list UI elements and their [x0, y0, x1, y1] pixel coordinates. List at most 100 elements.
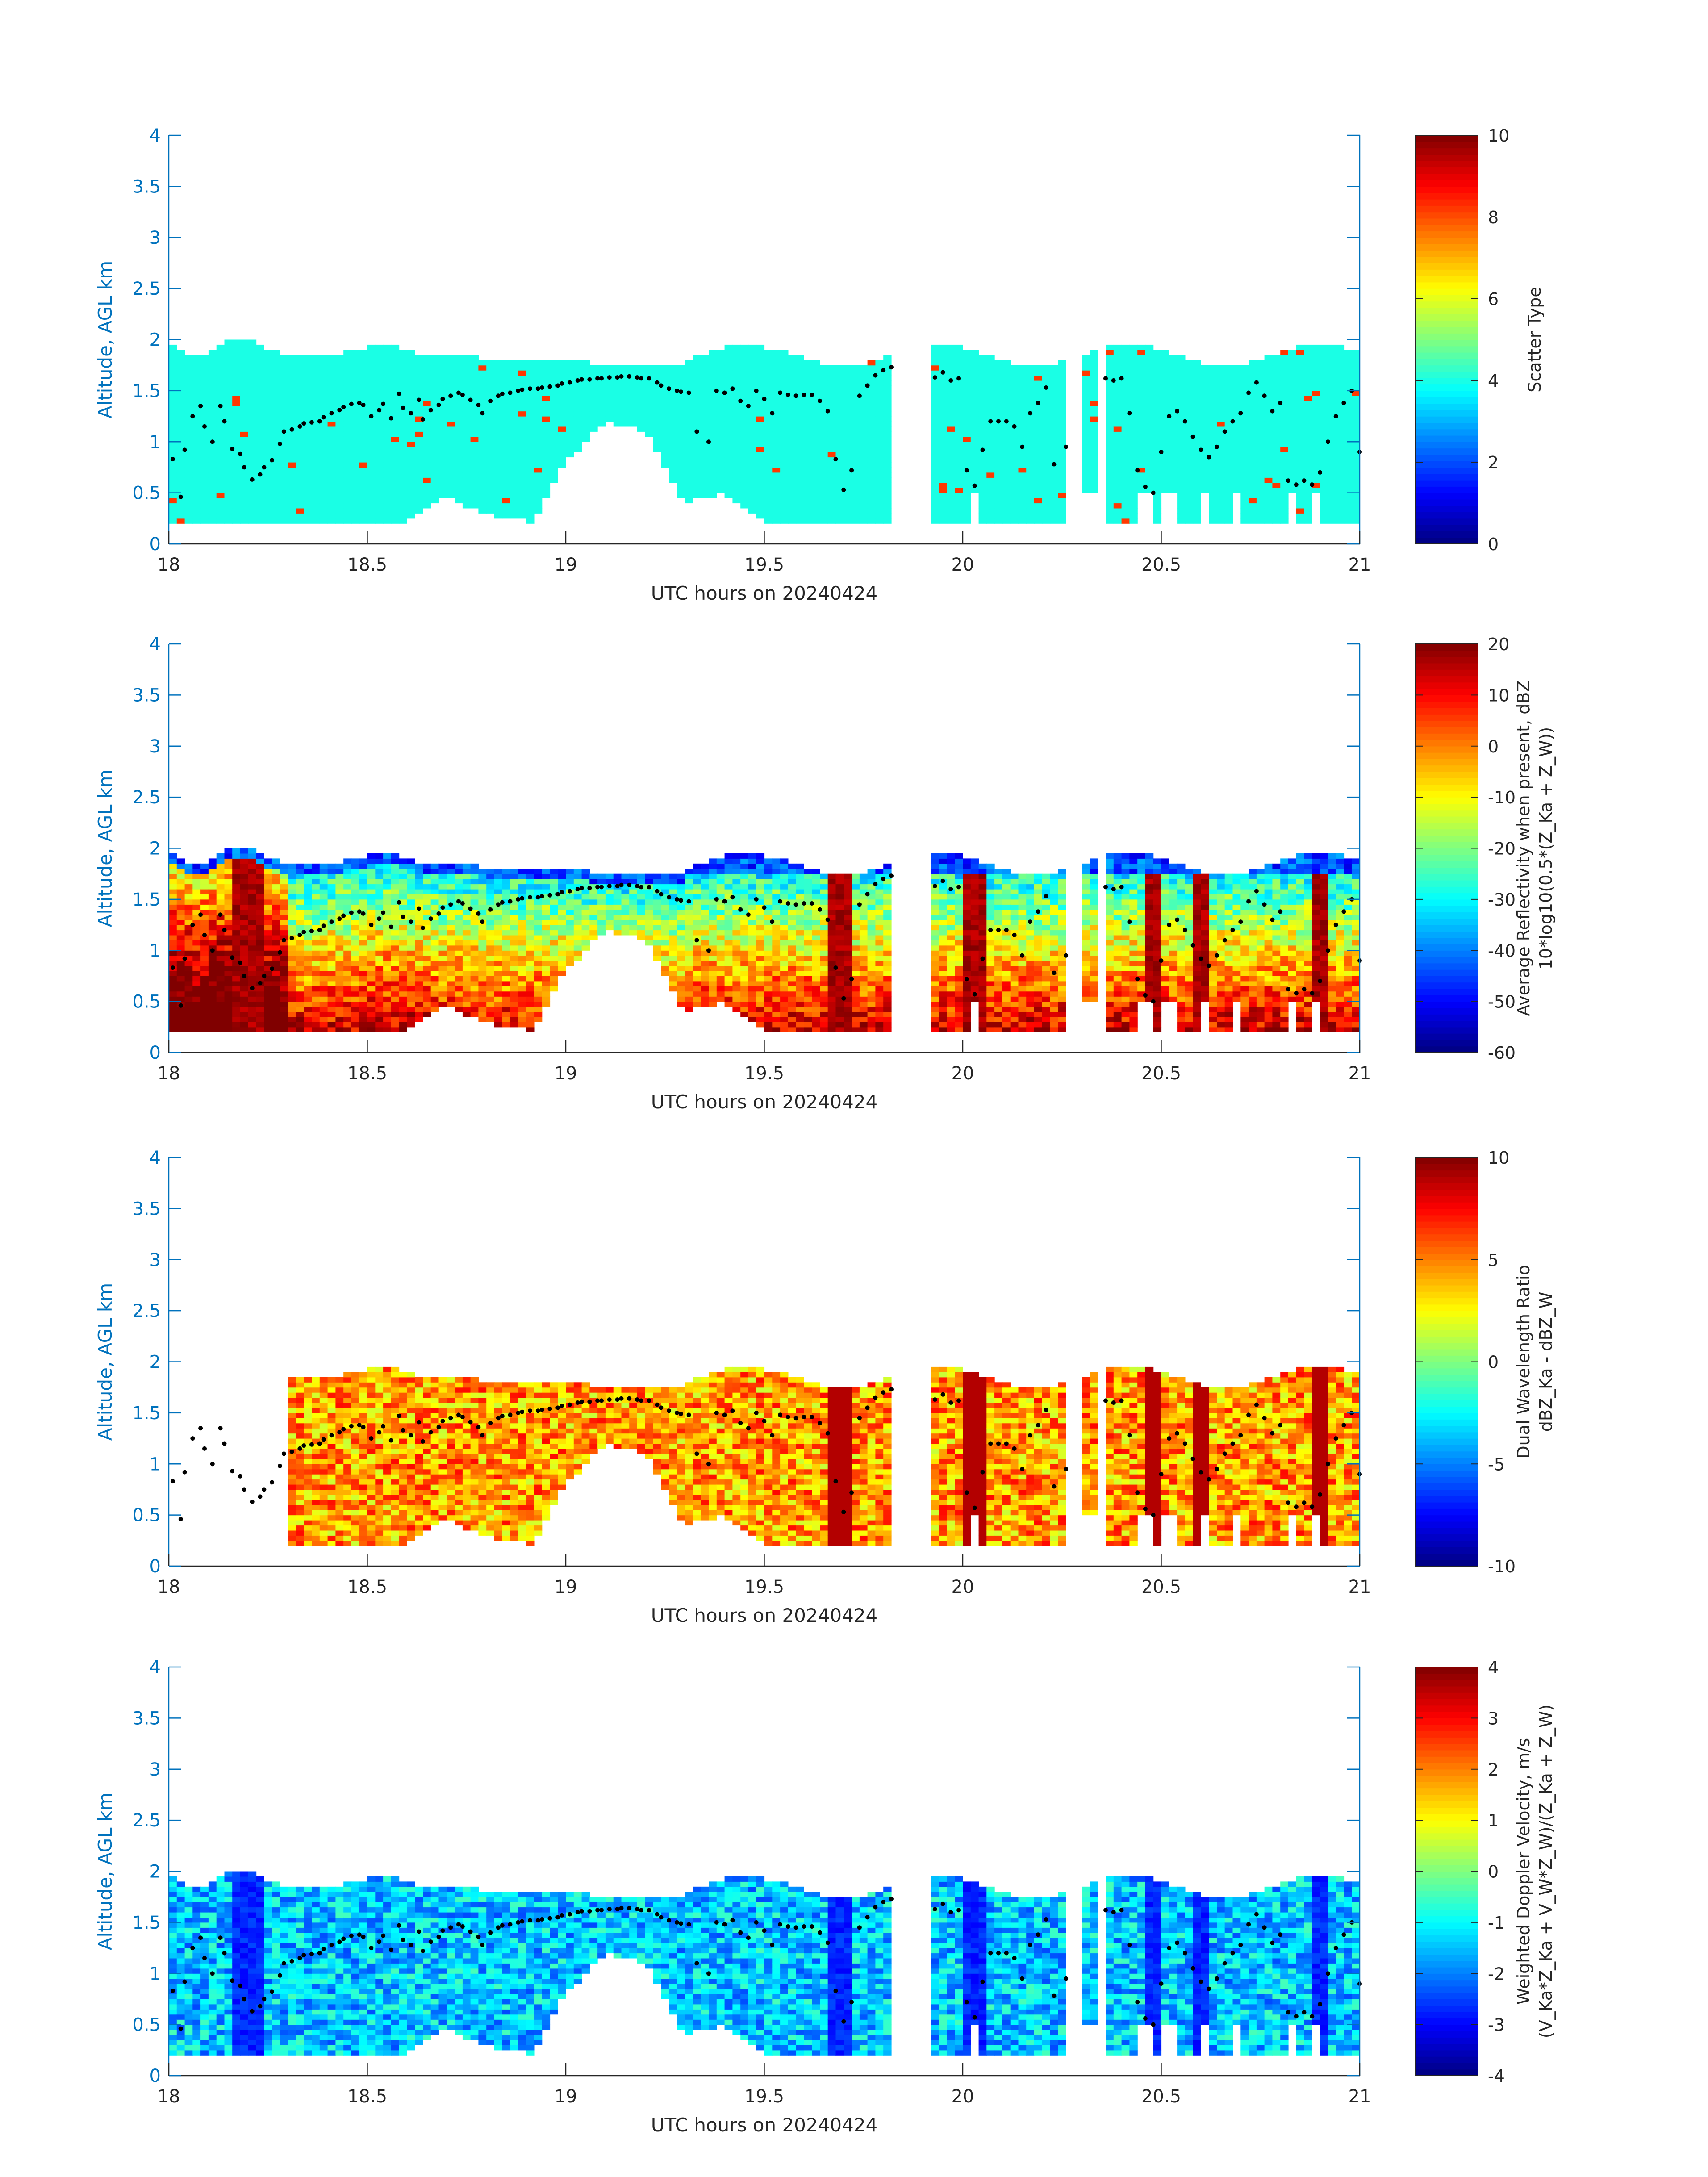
- heatmap-cell: [192, 396, 200, 401]
- heatmap-cell: [1312, 355, 1320, 360]
- heatmap-cell: [701, 385, 709, 391]
- heatmap-cell: [558, 431, 566, 437]
- heatmap-cell: [1058, 385, 1066, 391]
- heatmap-cell: [1352, 493, 1360, 498]
- heatmap-cell: [955, 477, 963, 483]
- heatmap-cell: [780, 452, 788, 457]
- heatmap-cell: [725, 350, 733, 355]
- heatmap-cell: [693, 422, 701, 427]
- heatmap-cell: [391, 508, 399, 514]
- heatmap-cell: [169, 391, 177, 396]
- heatmap-cell: [192, 976, 200, 981]
- heatmap-cell: [192, 1002, 200, 1007]
- heatmap-cell: [756, 406, 764, 411]
- heatmap-cell: [192, 1022, 200, 1027]
- heatmap-cell: [788, 426, 796, 432]
- heatmap-cell: [955, 488, 963, 493]
- heatmap-cell: [534, 416, 542, 422]
- heatmap-cell: [788, 498, 796, 503]
- heatmap-cell: [232, 488, 240, 493]
- heatmap-cell: [1233, 488, 1241, 493]
- heatmap-cell: [272, 350, 280, 355]
- heatmap-cell: [756, 493, 764, 498]
- heatmap-cell: [709, 350, 717, 355]
- heatmap-cell: [542, 462, 550, 468]
- heatmap-cell: [955, 370, 963, 376]
- heatmap-cell: [225, 472, 233, 478]
- heatmap-cell: [375, 355, 383, 360]
- heatmap-cell: [1217, 437, 1225, 442]
- heatmap-cell: [192, 355, 200, 360]
- heatmap-cell: [502, 431, 510, 437]
- heatmap-cell: [542, 401, 550, 406]
- heatmap-cell: [407, 513, 415, 518]
- heatmap-cell: [455, 376, 463, 381]
- heatmap-cell: [1106, 498, 1114, 503]
- heatmap-cell: [1209, 396, 1217, 401]
- heatmap-cell: [494, 442, 502, 447]
- heatmap-cell: [1034, 442, 1042, 447]
- heatmap-cell: [288, 406, 296, 411]
- heatmap-cell: [772, 355, 780, 360]
- heatmap-cell: [177, 385, 185, 391]
- heatmap-cell: [463, 385, 471, 391]
- heatmap-cell: [391, 452, 399, 457]
- heatmap-cell: [185, 864, 193, 869]
- heatmap-cell: [248, 411, 256, 417]
- heatmap-cell: [1058, 457, 1066, 463]
- heatmap-cell: [225, 370, 233, 376]
- heatmap-cell: [836, 442, 844, 447]
- heatmap-cell: [248, 396, 256, 401]
- heatmap-cell: [471, 472, 479, 478]
- heatmap-cell: [209, 350, 217, 355]
- heatmap-cell: [1058, 396, 1066, 401]
- heatmap-cell: [534, 431, 542, 437]
- heatmap-cell: [1193, 477, 1201, 483]
- heatmap-cell: [1011, 401, 1019, 406]
- heatmap-cell: [669, 380, 677, 386]
- heatmap-cell: [296, 396, 304, 401]
- heatmap-cell: [1257, 508, 1265, 514]
- heatmap-cell: [804, 380, 812, 386]
- heatmap-cell: [367, 350, 376, 355]
- heatmap-cell: [661, 426, 669, 432]
- heatmap-cell: [256, 950, 264, 956]
- heatmap-cell: [860, 411, 868, 417]
- heatmap-cell: [248, 518, 256, 524]
- heatmap-cell: [788, 508, 796, 514]
- heatmap-cell: [407, 498, 415, 503]
- heatmap-cell: [1002, 406, 1011, 411]
- heatmap-cell: [209, 894, 217, 899]
- heatmap-cell: [1193, 472, 1201, 478]
- heatmap-cell: [534, 396, 542, 401]
- heatmap-cell: [955, 345, 963, 350]
- heatmap-cell: [1209, 376, 1217, 381]
- heatmap-cell: [391, 447, 399, 452]
- heatmap-cell: [844, 376, 852, 381]
- heatmap-cell: [947, 431, 955, 437]
- heatmap-cell: [185, 370, 193, 376]
- heatmap-cell: [423, 360, 431, 365]
- heatmap-cell: [343, 457, 351, 463]
- heatmap-cell: [185, 991, 193, 997]
- heatmap-cell: [629, 411, 637, 417]
- heatmap-cell: [312, 370, 320, 376]
- heatmap-cell: [669, 370, 677, 376]
- heatmap-cell: [383, 365, 391, 371]
- heatmap-cell: [1114, 452, 1122, 457]
- heatmap-cell: [335, 422, 343, 427]
- heatmap-cell: [645, 380, 653, 386]
- heatmap-cell: [1122, 452, 1130, 457]
- heatmap-cell: [1280, 365, 1288, 371]
- heatmap-cell: [780, 508, 788, 514]
- heatmap-cell: [471, 416, 479, 422]
- heatmap-cell: [1106, 360, 1114, 365]
- heatmap-cell: [312, 385, 320, 391]
- heatmap-cell: [248, 1007, 256, 1012]
- colorbar-swatch: [1416, 193, 1478, 200]
- heatmap-cell: [185, 467, 193, 472]
- heatmap-cell: [1280, 452, 1288, 457]
- heatmap-cell: [375, 365, 383, 371]
- heatmap-cell: [494, 457, 502, 463]
- heatmap-cell: [1011, 370, 1019, 376]
